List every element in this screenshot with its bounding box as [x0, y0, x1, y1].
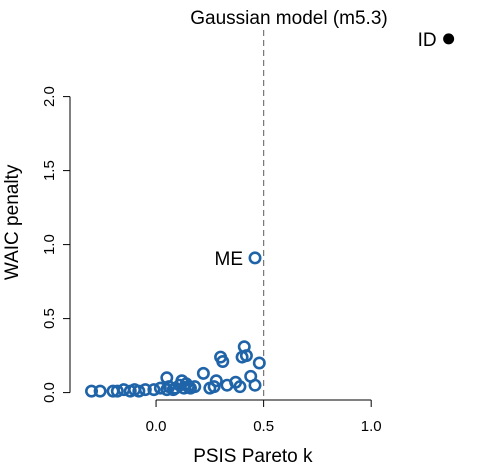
x-axis-title: PSIS Pareto k [193, 446, 313, 467]
y-axis-title: WAIC penalty [2, 164, 23, 280]
data-point [252, 356, 266, 370]
data-point [443, 33, 455, 45]
y-tick-label: 0.0 [41, 382, 58, 403]
data-point [209, 374, 223, 388]
data-point [110, 384, 124, 398]
data-point [188, 380, 202, 394]
data-points [85, 33, 455, 398]
x-tick-label: 0.0 [146, 418, 167, 435]
y-tick-label: 2.0 [41, 86, 58, 107]
point-label: ME [215, 249, 244, 270]
data-point [93, 384, 107, 398]
y-tick-label: 1.0 [41, 234, 58, 255]
data-point [132, 384, 146, 398]
data-point [233, 380, 247, 394]
data-point [196, 366, 210, 380]
data-point [207, 380, 221, 394]
data-point [85, 384, 99, 398]
point-labels: ME ID [215, 30, 437, 270]
data-point [138, 383, 152, 397]
x-tick-label: 0.5 [253, 418, 274, 435]
axes: 0.0 0.5 1.0 0.0 0.5 1.0 1.5 2.0 [41, 86, 382, 435]
x-tick-label: 1.0 [361, 418, 382, 435]
data-point [248, 251, 262, 265]
data-point [216, 355, 230, 369]
point-label: ID [418, 30, 437, 51]
data-point [239, 349, 253, 363]
data-point [248, 378, 262, 392]
data-point [147, 383, 161, 397]
y-tick-label: 0.5 [41, 308, 58, 329]
chart-title: Gaussian model (m5.3) [190, 8, 387, 29]
data-point [153, 381, 167, 395]
y-tick-label: 1.5 [41, 160, 58, 181]
